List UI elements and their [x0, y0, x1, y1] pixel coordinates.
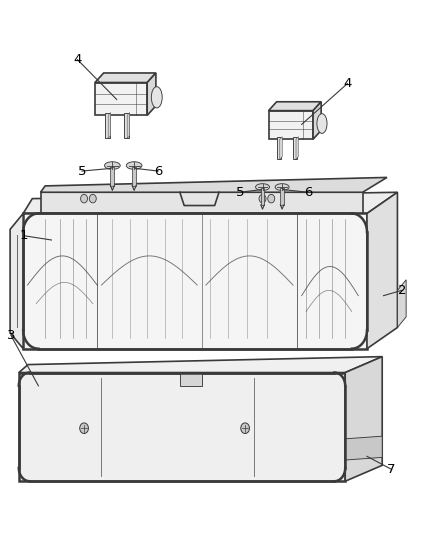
Ellipse shape — [151, 87, 162, 108]
Circle shape — [81, 195, 88, 203]
Polygon shape — [268, 111, 313, 139]
Polygon shape — [41, 177, 387, 192]
Ellipse shape — [275, 184, 289, 190]
Text: 5: 5 — [236, 186, 244, 199]
Bar — [132, 166, 136, 185]
Polygon shape — [280, 136, 282, 159]
Bar — [277, 137, 281, 159]
Ellipse shape — [126, 161, 142, 169]
Polygon shape — [23, 192, 397, 214]
Polygon shape — [147, 73, 156, 115]
Polygon shape — [108, 112, 111, 139]
Polygon shape — [19, 373, 345, 481]
Text: 4: 4 — [343, 77, 352, 90]
Ellipse shape — [105, 161, 120, 169]
Circle shape — [268, 195, 275, 203]
Text: 2: 2 — [398, 284, 406, 297]
Text: 3: 3 — [7, 329, 15, 342]
Bar — [261, 188, 264, 205]
Ellipse shape — [255, 184, 269, 190]
Circle shape — [80, 423, 88, 433]
Polygon shape — [95, 73, 156, 83]
Bar — [105, 113, 110, 139]
Text: 7: 7 — [387, 463, 395, 475]
Polygon shape — [345, 436, 382, 460]
Text: 6: 6 — [154, 165, 162, 177]
Polygon shape — [41, 192, 363, 214]
Text: 4: 4 — [74, 53, 82, 66]
Polygon shape — [397, 280, 406, 327]
Bar — [293, 137, 297, 159]
Bar — [124, 113, 129, 139]
Bar — [280, 188, 284, 205]
Polygon shape — [10, 214, 23, 349]
Polygon shape — [296, 136, 298, 159]
Polygon shape — [313, 102, 321, 139]
Text: 1: 1 — [20, 229, 28, 242]
Circle shape — [241, 423, 250, 433]
Polygon shape — [95, 83, 147, 115]
Polygon shape — [268, 102, 321, 111]
Polygon shape — [180, 373, 201, 386]
Text: 5: 5 — [78, 165, 86, 177]
Circle shape — [259, 195, 266, 203]
Polygon shape — [23, 214, 367, 349]
Bar — [110, 166, 114, 185]
Polygon shape — [345, 357, 382, 481]
Polygon shape — [19, 357, 382, 373]
Ellipse shape — [317, 114, 327, 133]
Circle shape — [89, 195, 96, 203]
Polygon shape — [367, 192, 397, 349]
Polygon shape — [127, 112, 130, 139]
Text: 6: 6 — [304, 186, 312, 199]
